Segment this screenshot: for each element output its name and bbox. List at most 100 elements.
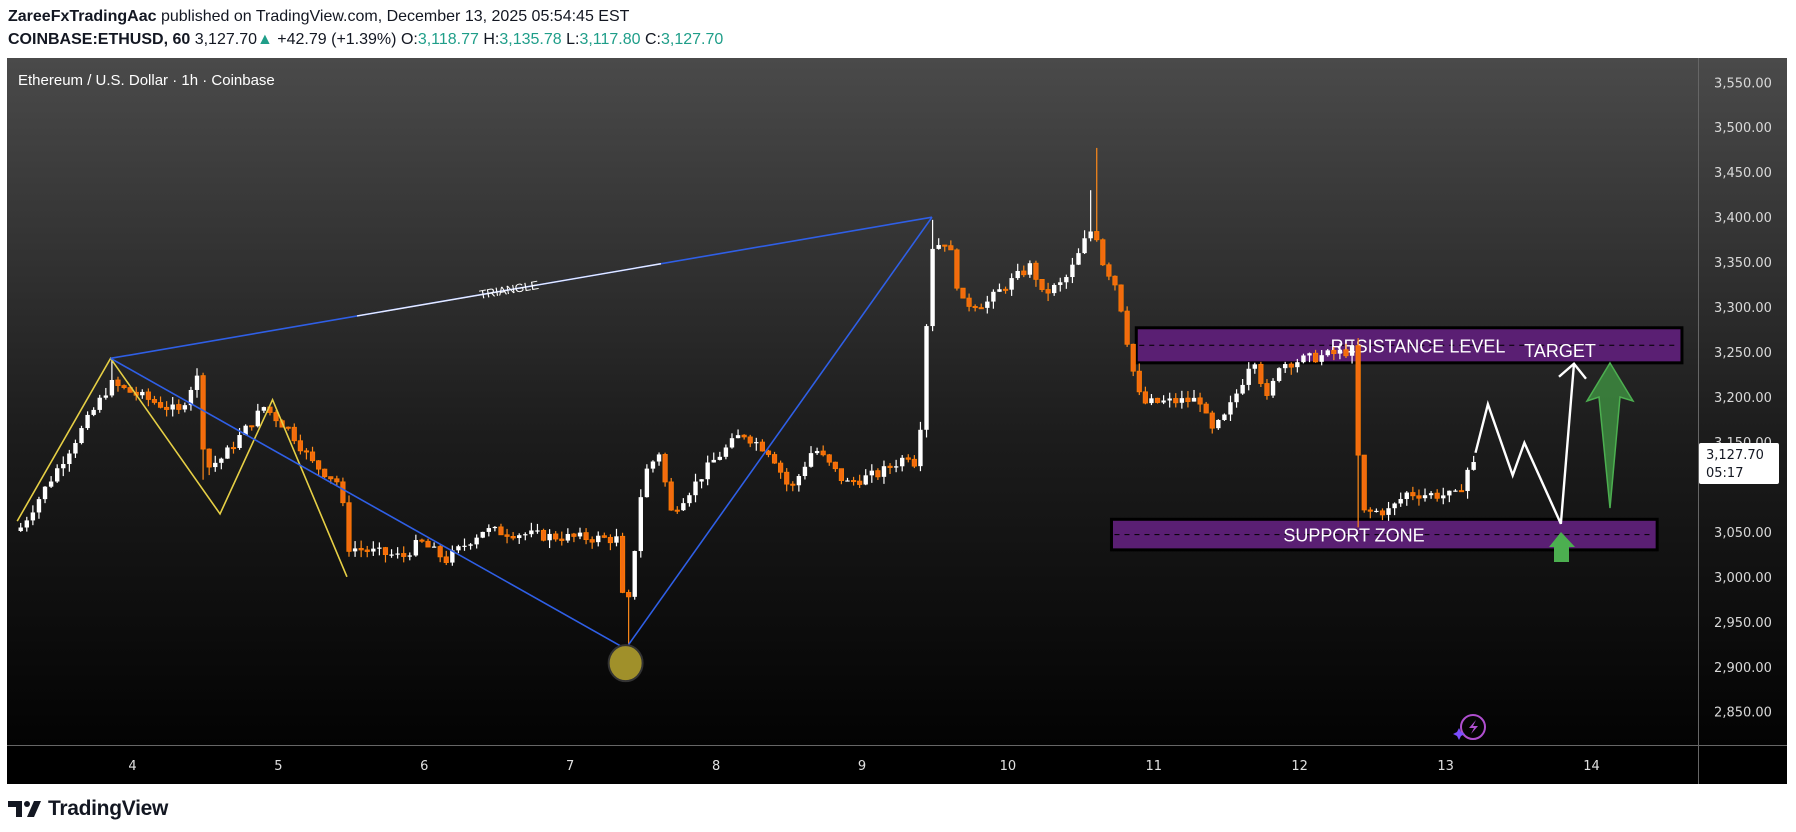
candle: [1349, 340, 1355, 364]
price-tick-label: 3,350.00: [1714, 256, 1772, 271]
candle-body-up: [36, 499, 42, 513]
candle-body-down: [887, 465, 893, 468]
candle-body-up: [1301, 355, 1306, 363]
candle: [1361, 454, 1367, 513]
candle: [42, 486, 48, 504]
candle: [832, 461, 838, 472]
candle-body-up: [547, 533, 552, 541]
triangle-right-line[interactable]: [624, 216, 933, 650]
candle: [808, 446, 814, 468]
candle: [103, 387, 109, 400]
candle: [771, 451, 778, 464]
candle: [887, 463, 893, 474]
candle-body-down: [322, 468, 328, 478]
candle-body-down: [1002, 288, 1009, 291]
plot-area[interactable]: [7, 58, 1698, 745]
price-axis[interactable]: [1699, 58, 1787, 745]
candle-body-down: [230, 447, 237, 450]
low-point-marker[interactable]: [607, 644, 644, 683]
candle-body-up: [1386, 508, 1391, 515]
candle: [73, 439, 78, 458]
candle-body-down: [1106, 264, 1112, 277]
candle: [322, 468, 328, 479]
candle: [1331, 346, 1337, 361]
candle-body-down: [419, 539, 425, 542]
candle-body-up: [170, 404, 175, 410]
candle-body-up: [1058, 282, 1063, 285]
candle: [1270, 378, 1276, 398]
candle-body-up: [61, 464, 66, 469]
candle: [900, 455, 905, 472]
candle: [826, 453, 832, 466]
candle-body-up: [1076, 253, 1081, 265]
candle-body-down: [510, 535, 516, 539]
symbol: COINBASE:ETHUSD, 60: [8, 31, 191, 48]
candle-body-up: [79, 428, 84, 444]
lightning-icon[interactable]: [1453, 714, 1486, 740]
candle: [875, 468, 881, 480]
candle: [510, 532, 516, 541]
candle: [1283, 361, 1288, 373]
candle-body-up: [985, 301, 990, 308]
candle: [1325, 348, 1330, 357]
candle-body-up: [529, 530, 534, 535]
candle: [1179, 390, 1185, 409]
close-value: 3,127.70: [661, 31, 724, 48]
candle: [1033, 260, 1039, 287]
candle: [1088, 190, 1093, 242]
candle-body-down: [1416, 495, 1422, 499]
candle: [1185, 391, 1191, 408]
candle-body-up: [474, 537, 479, 545]
target-label: TARGET: [1524, 341, 1596, 361]
low-value: 3,117.80: [579, 31, 641, 48]
candle: [358, 540, 364, 558]
candle: [261, 406, 267, 413]
candle: [918, 421, 923, 472]
candle-body-down: [1203, 403, 1209, 414]
candle-body-up: [930, 248, 935, 327]
candle-body-down: [820, 450, 826, 456]
projection-arrowhead-icon: [1558, 362, 1587, 380]
candle-body-down: [1288, 363, 1294, 368]
price-tick-label: 3,550.00: [1714, 76, 1772, 91]
candle: [1027, 260, 1033, 278]
price-tick-label: 2,850.00: [1714, 706, 1772, 721]
candle: [687, 492, 692, 507]
candle: [443, 550, 449, 566]
candle-body-up: [596, 535, 601, 543]
candle-body-up: [103, 395, 109, 398]
candle: [352, 541, 358, 557]
support-zone-label: SUPPORT ZONE: [1283, 526, 1424, 546]
candle: [498, 523, 504, 536]
candle: [462, 538, 467, 551]
time-tick-label: 6: [420, 759, 428, 774]
candle: [778, 460, 784, 479]
candle-body-up: [650, 461, 656, 469]
small-up-arrow-icon: [1549, 532, 1575, 562]
triangle-lower-line[interactable]: [110, 357, 627, 650]
candle-body-up: [73, 443, 78, 454]
candle: [24, 516, 29, 532]
candle: [845, 477, 850, 482]
candle-body-up: [1404, 492, 1409, 500]
projection-path[interactable]: [1474, 363, 1576, 525]
author-name[interactable]: ZareeFxTradingAac: [8, 8, 157, 25]
candle-body-up: [225, 447, 230, 459]
candle-body-down: [850, 480, 857, 483]
candle-body-up: [395, 553, 400, 555]
candle: [1392, 502, 1397, 516]
candle-body-down: [164, 406, 170, 410]
candle: [1228, 395, 1233, 422]
candle-body-down: [115, 379, 121, 386]
candle-body-down: [875, 470, 881, 478]
candle: [1355, 338, 1361, 528]
zigzag-pattern-line[interactable]: [16, 356, 348, 578]
candle-body-down: [771, 454, 778, 464]
candle: [790, 481, 796, 492]
candle: [535, 523, 540, 534]
candle: [151, 395, 158, 405]
candle: [765, 449, 772, 458]
tradingview-logo[interactable]: TradingView: [8, 797, 168, 821]
candle: [1100, 238, 1106, 266]
